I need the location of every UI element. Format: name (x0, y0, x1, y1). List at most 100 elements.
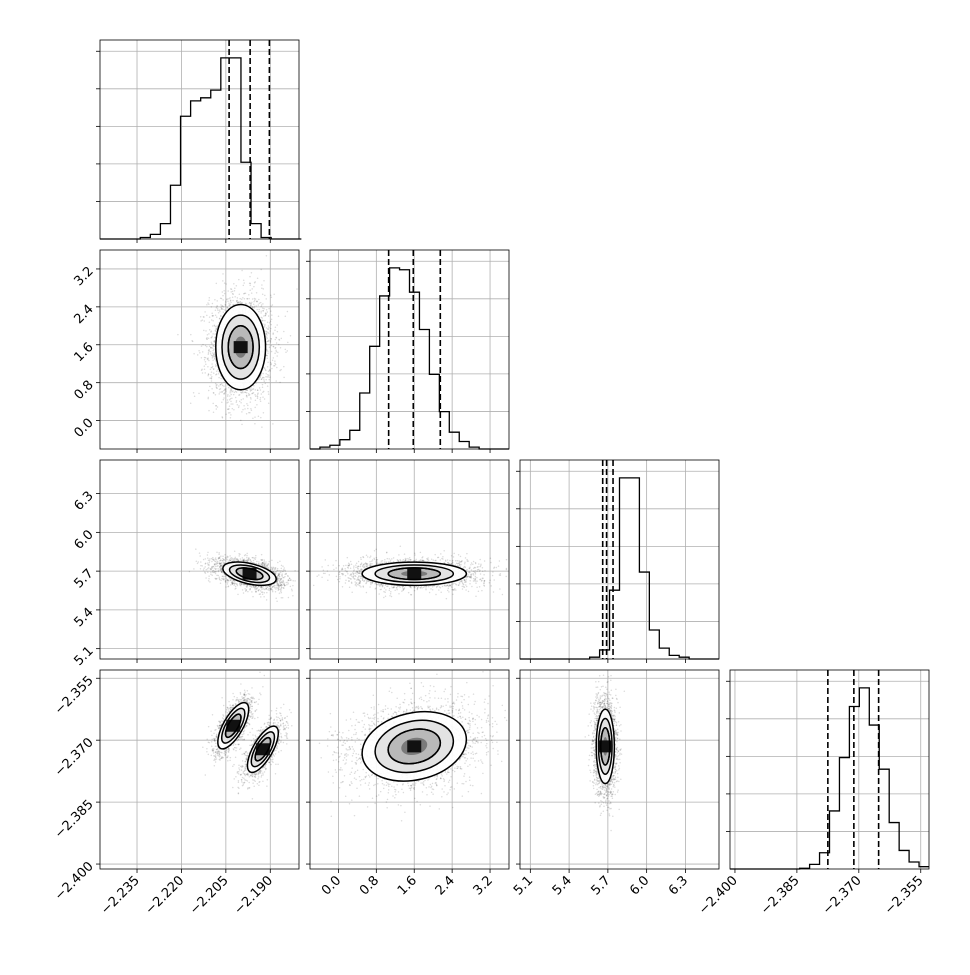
scatter-point (207, 571, 209, 573)
scatter-point (228, 585, 230, 587)
scatter-point (213, 348, 215, 350)
scatter-point (225, 302, 227, 304)
scatter-point (275, 339, 277, 341)
scatter-point (260, 302, 262, 304)
scatter-point (205, 345, 207, 347)
scatter-point (246, 555, 248, 557)
scatter-point (221, 578, 223, 580)
scatter-point (277, 331, 279, 333)
scatter-point (211, 343, 213, 345)
scatter-point (230, 560, 232, 562)
scatter-point (206, 315, 208, 317)
scatter-point (200, 320, 202, 322)
scatter-point (270, 340, 272, 342)
scatter-point (223, 399, 225, 401)
scatter-point (272, 591, 274, 593)
scatter-point (250, 283, 252, 285)
scatter-point (230, 417, 232, 419)
scatter-point (263, 315, 265, 317)
scatter-point (261, 586, 263, 588)
scatter-point (276, 355, 278, 357)
scatter-point (205, 330, 207, 332)
scatter-point (265, 586, 267, 588)
scatter-point (215, 557, 217, 559)
scatter-point (268, 588, 270, 590)
scatter-point (226, 580, 228, 582)
scatter-point (268, 393, 270, 395)
scatter-point (277, 352, 279, 354)
scatter-point (226, 402, 228, 404)
scatter-point (208, 350, 210, 352)
scatter-point (271, 559, 273, 561)
scatter-point (263, 563, 265, 565)
scatter-point (258, 311, 260, 313)
scatter-point (230, 302, 232, 304)
scatter-point (255, 591, 257, 593)
histogram-panel-1 (306, 250, 509, 453)
scatter-point (247, 408, 249, 410)
scatter-point (214, 578, 216, 580)
scatter-point (249, 276, 251, 278)
scatter-point (275, 327, 277, 329)
scatter-point (284, 573, 286, 575)
scatter-point (212, 559, 214, 561)
scatter-point (209, 386, 211, 388)
scatter-point (281, 565, 283, 567)
scatter-point (283, 377, 285, 379)
scatter-point (292, 595, 294, 597)
scatter-point (239, 553, 241, 555)
scatter-point (249, 289, 251, 291)
scatter-point (246, 587, 248, 589)
scatter-point (262, 594, 264, 596)
scatter-point (234, 392, 236, 394)
scatter-point (246, 589, 248, 591)
scatter-point (258, 563, 260, 565)
scatter-point (285, 349, 287, 351)
scatter-point (242, 409, 244, 411)
scatter-point (243, 592, 245, 594)
scatter-point (221, 391, 223, 393)
scatter-point (275, 347, 277, 349)
scatter-point (262, 392, 264, 394)
scatter-point (232, 403, 234, 405)
scatter-point (260, 306, 262, 308)
scatter-point (193, 568, 195, 570)
scatter-point (221, 416, 223, 418)
scatter-point (268, 563, 270, 565)
scatter-point (208, 575, 210, 577)
scatter-point (264, 326, 266, 328)
scatter-point (276, 367, 278, 369)
scatter-point (218, 312, 220, 314)
scatter-point (250, 408, 252, 410)
scatter-point (270, 324, 272, 326)
scatter-point (292, 585, 294, 587)
scatter-point (215, 571, 217, 573)
scatter-point (206, 569, 208, 571)
scatter-point (232, 296, 234, 298)
scatter-point (253, 562, 255, 564)
scatter-point (227, 394, 229, 396)
scatter-point (225, 283, 227, 285)
scatter-point (274, 585, 276, 587)
scatter-point (264, 589, 266, 591)
scatter-point (211, 306, 213, 308)
scatter-point (177, 334, 179, 336)
scatter-point (270, 341, 272, 343)
scatter-point (258, 299, 260, 301)
scatter-point (230, 291, 232, 293)
scatter-point (267, 352, 269, 354)
scatter-point (216, 283, 218, 285)
scatter-point (283, 366, 285, 368)
scatter-point (222, 280, 224, 282)
scatter-point (204, 311, 206, 313)
scatter-point (213, 356, 215, 358)
scatter-point (204, 357, 206, 359)
scatter-point (262, 386, 264, 388)
scatter-point (199, 552, 201, 554)
scatter-point (255, 396, 257, 398)
scatter-point (228, 387, 230, 389)
scatter-point (274, 360, 276, 362)
scatter-point (257, 396, 259, 398)
scatter-point (280, 580, 282, 582)
scatter-point (251, 409, 253, 411)
